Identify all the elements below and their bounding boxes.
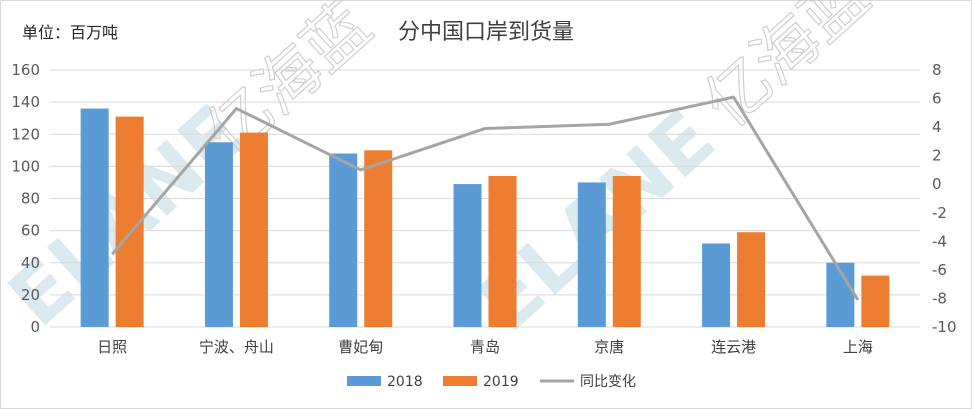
bar-2019-宁波、舟山 [239,132,268,327]
bar-2018-日照 [80,108,109,327]
legend-swatch [443,376,477,386]
left-tick-label: 40 [21,254,40,272]
yoy-line-layer [111,95,860,301]
category-label: 宁波、舟山 [199,338,274,356]
chart-title: 分中国口岸到货量 [398,20,574,45]
bar-2018-曹妃甸 [329,153,358,327]
category-label: 青岛 [470,338,500,356]
left-tick-label: 100 [11,157,40,175]
left-tick-label: 20 [21,286,40,304]
right-tick-label: 0 [932,175,942,193]
bar-2018-宁波、舟山 [204,142,233,327]
bar-2019-上海 [861,275,890,327]
bar-2019-青岛 [488,176,517,327]
bars [80,108,890,327]
category-label: 上海 [843,338,873,356]
right-tick-label: -4 [932,232,947,250]
right-axis-ticks: -10 -8 -6 -4 -2 0 2 4 6 8 [932,61,957,336]
left-tick-label: 140 [11,93,40,111]
bar-2018-青岛 [453,184,482,327]
legend: 2018 2019 同比变化 [347,374,636,390]
legend-label: 2018 [387,374,423,390]
left-tick-label: 120 [11,125,40,143]
left-tick-label: 60 [21,222,40,240]
right-tick-label: -10 [932,318,957,336]
legend-label: 2019 [483,374,519,390]
right-tick-label: -6 [932,261,947,279]
left-tick-label: 160 [11,61,40,79]
gridlines [50,69,920,328]
unit-label: 单位：百万吨 [22,23,118,42]
category-label: 曹妃甸 [338,338,383,356]
right-tick-label: -8 [932,289,947,307]
left-tick-label: 0 [30,318,40,336]
legend-label: 同比变化 [580,374,636,390]
category-label: 京唐 [594,338,624,356]
right-tick-label: 6 [932,90,942,108]
bar-2019-连云港 [737,232,766,327]
category-axis-labels: 日照 宁波、舟山 曹妃甸 青岛 京唐 连云港 上海 [97,338,873,356]
right-tick-label: -2 [932,204,947,222]
legend-swatch [347,376,381,386]
left-tick-label: 80 [21,190,40,208]
bar-2019-曹妃甸 [364,150,393,327]
bar-2018-京唐 [577,182,606,327]
bar-2018-连云港 [702,243,731,327]
left-axis-ticks: 0 20 40 60 80 100 120 140 160 [11,61,40,336]
category-label: 连云港 [711,338,756,356]
right-tick-label: 4 [932,118,942,136]
right-tick-label: 2 [932,147,942,165]
right-tick-label: 8 [932,61,942,79]
bar-2019-京唐 [612,176,641,327]
category-label: 日照 [97,338,127,356]
